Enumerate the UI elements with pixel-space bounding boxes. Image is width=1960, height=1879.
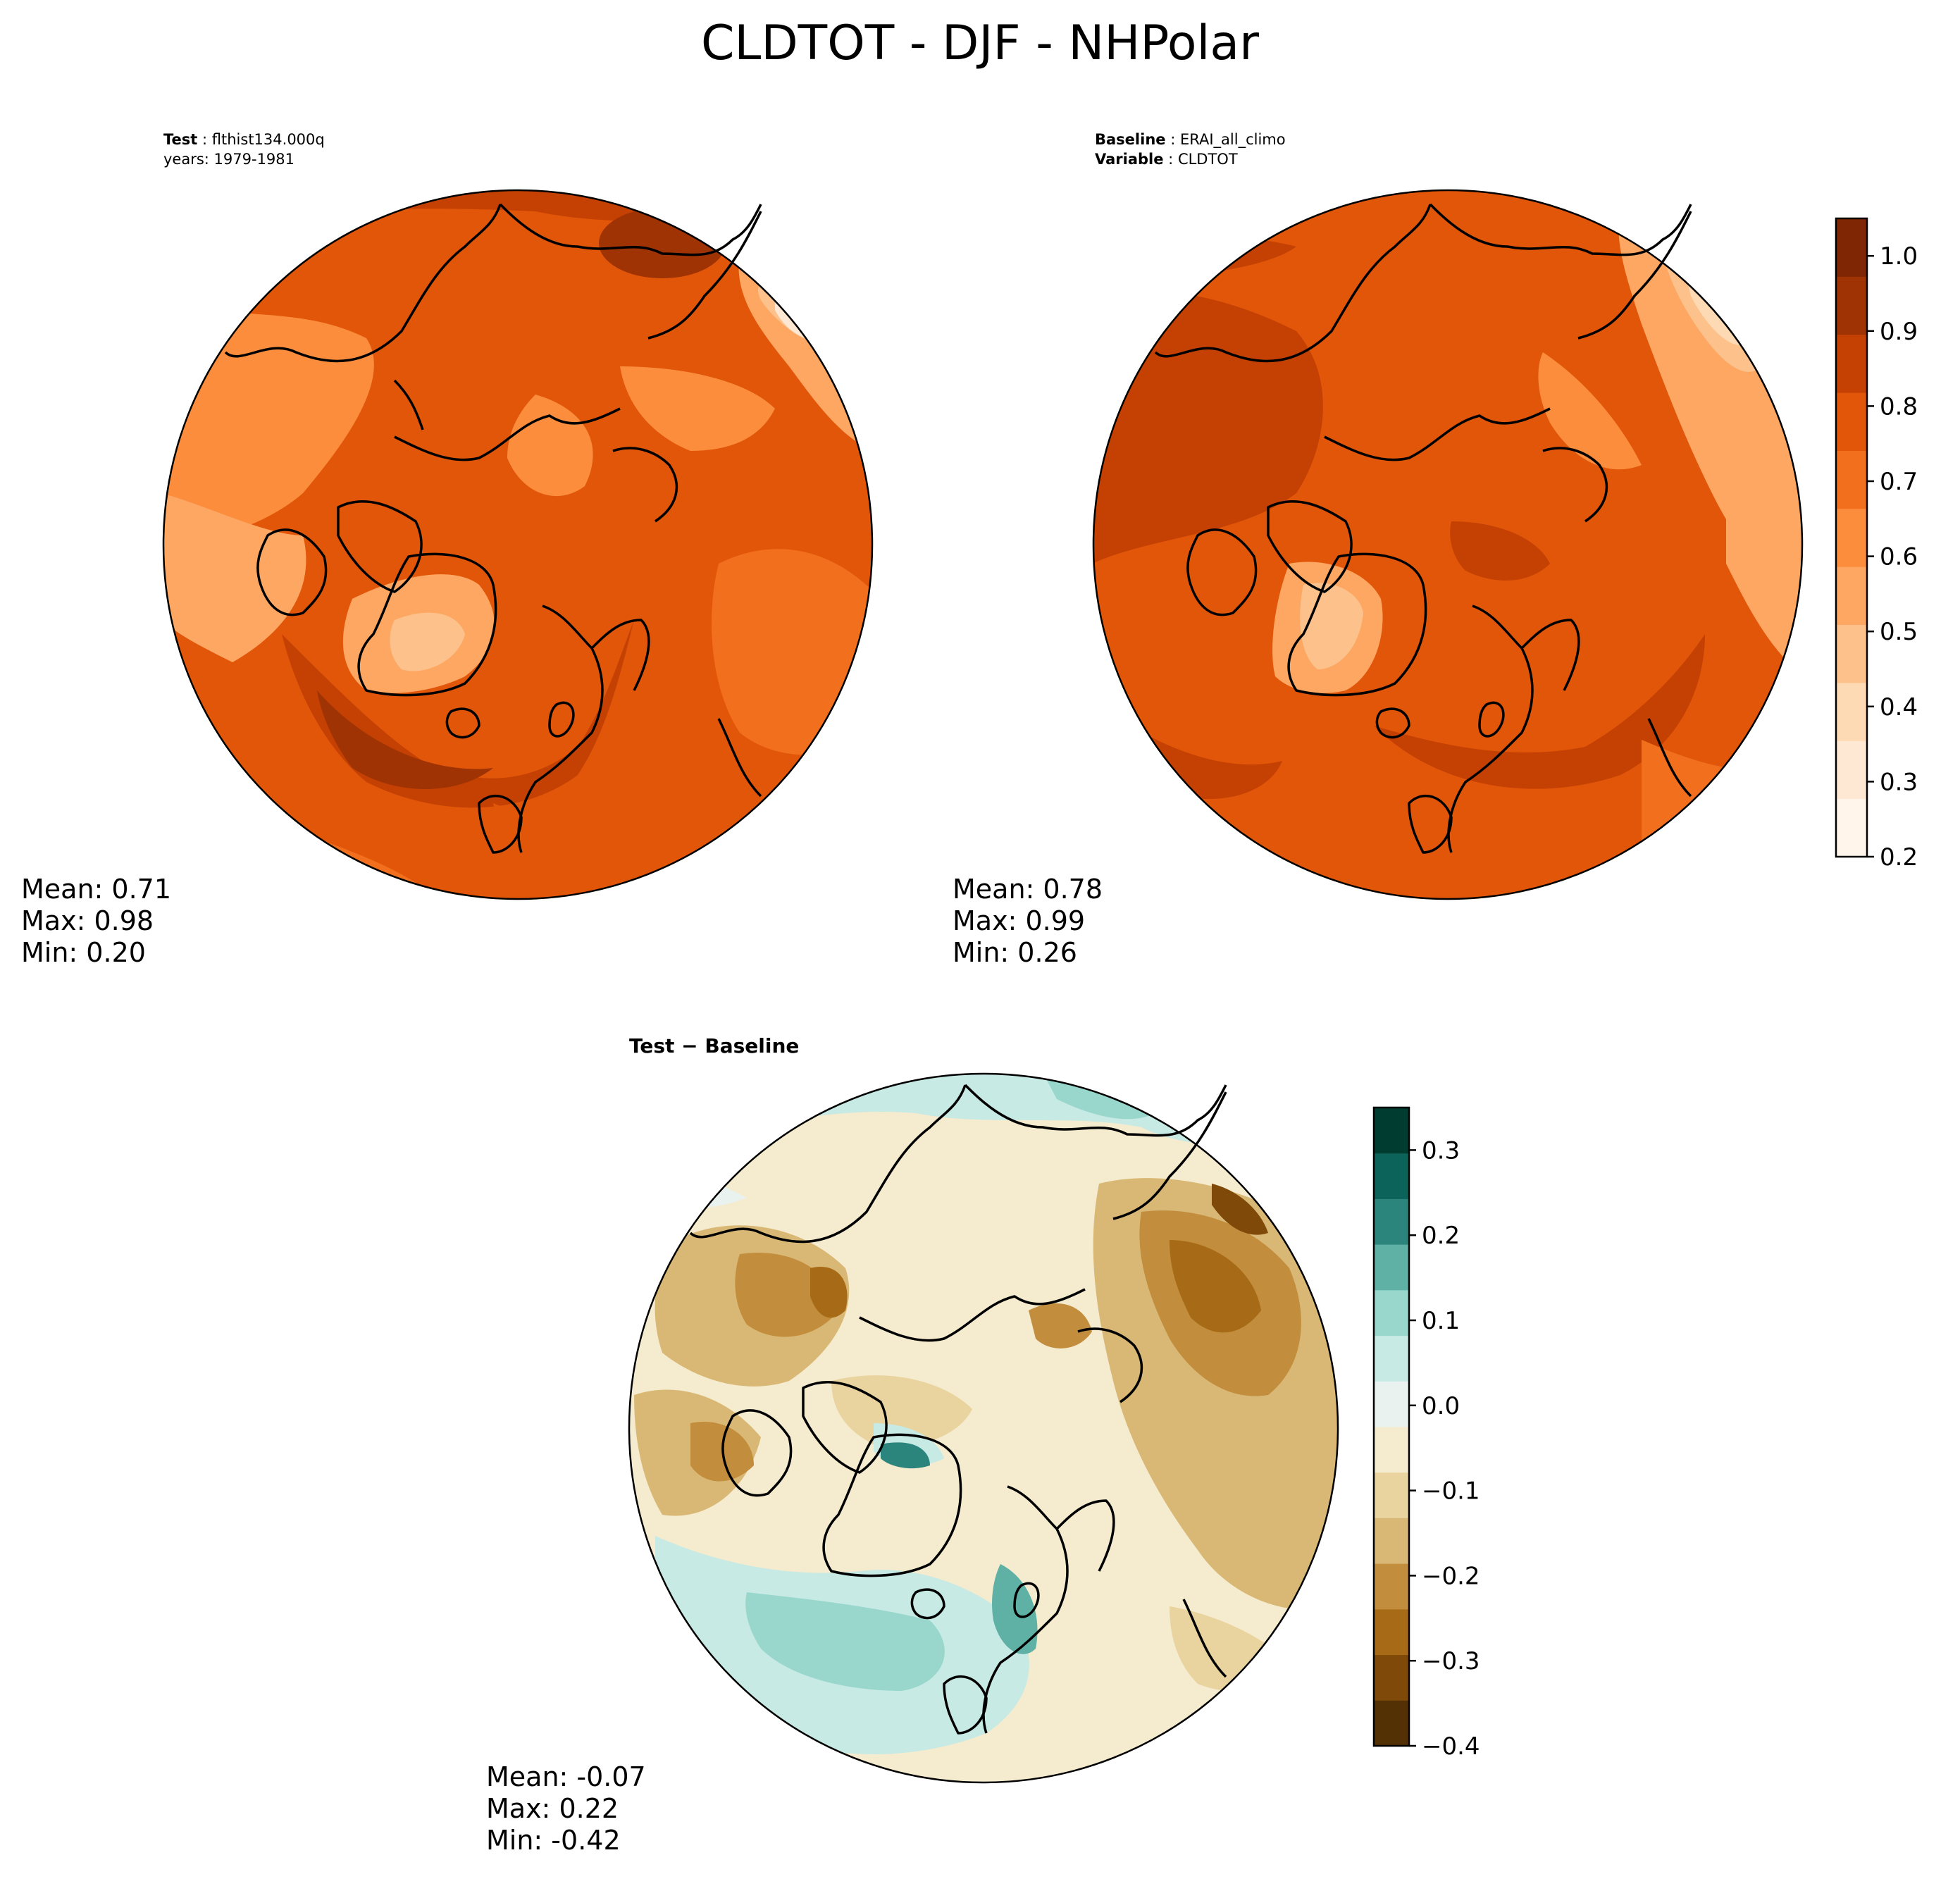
baseline-stat-max: Max: 0.99 xyxy=(953,905,1086,936)
baseline-map-field xyxy=(1093,190,1802,899)
baseline-variable: Variable : CLDTOT xyxy=(1095,151,1238,168)
baseline-label: Baseline : ERAI_all_climo xyxy=(1095,131,1286,148)
diff-map-field xyxy=(629,1074,1338,1782)
colorbar-main-tick-label: 0.9 xyxy=(1880,318,1918,346)
diff-coastlines xyxy=(689,1084,1227,1735)
colorbar-diff-frame xyxy=(1372,1106,1410,1747)
colorbar-main-frame xyxy=(1835,217,1868,858)
colorbar-diff-swatch xyxy=(1374,1654,1409,1701)
test-map-border xyxy=(162,189,874,900)
colorbar-diff-tick-label: −0.3 xyxy=(1422,1647,1480,1675)
test-stat-min: Min: 0.20 xyxy=(21,937,146,968)
colorbar-diff-tick-label: 0.2 xyxy=(1422,1222,1460,1250)
colorbar-diff-swatch xyxy=(1374,1198,1409,1245)
colorbar-main-tick-label: 0.3 xyxy=(1880,768,1918,796)
baseline-label-value: ERAI_all_climo xyxy=(1179,131,1286,148)
colorbar-diff-swatch xyxy=(1374,1153,1409,1199)
baseline-map-border xyxy=(1092,189,1804,900)
diff-map xyxy=(628,1072,1339,1784)
colorbar-main-tick-label: 0.6 xyxy=(1880,543,1918,571)
colorbar-diff-tick-label: 0.1 xyxy=(1422,1307,1460,1335)
colorbar-main-swatch xyxy=(1836,392,1867,451)
colorbar-main-tick-label: 0.4 xyxy=(1880,693,1918,721)
baseline-coastlines xyxy=(1154,203,1692,854)
colorbar-diff-tick-label: 0.0 xyxy=(1422,1392,1460,1420)
colorbar-main-swatch xyxy=(1836,624,1867,683)
test-map xyxy=(162,189,874,900)
baseline-map xyxy=(1092,189,1804,900)
figure-title: CLDTOT - DJF - NHPolar xyxy=(700,15,1260,71)
colorbar-diff-swatch xyxy=(1374,1335,1409,1382)
colorbar-main-swatch xyxy=(1836,218,1867,277)
baseline-variable-key: Variable xyxy=(1095,151,1164,168)
colorbar-diff-swatch xyxy=(1374,1244,1409,1291)
colorbar-main-swatch xyxy=(1836,508,1867,567)
colorbar-diff-tick-label: −0.2 xyxy=(1422,1562,1480,1590)
test-map-field xyxy=(163,190,872,899)
colorbar-main-swatch xyxy=(1836,740,1867,800)
colorbar-diff-swatch xyxy=(1374,1289,1409,1337)
colorbar-main-swatch xyxy=(1836,334,1867,393)
diff-title: Test − Baseline xyxy=(629,1034,800,1058)
baseline-label-key: Baseline xyxy=(1095,131,1166,148)
colorbar-diff-swatch xyxy=(1374,1427,1409,1473)
colorbar-diff-tick-label: 0.3 xyxy=(1422,1136,1460,1165)
test-stats: Mean: 0.71 Max: 0.98 Min: 0.20 xyxy=(21,874,171,969)
test-coastlines xyxy=(224,203,762,854)
colorbar-main-swatch xyxy=(1836,682,1867,741)
colorbar-main-swatch xyxy=(1836,566,1867,626)
test-label-key: Test xyxy=(163,131,198,148)
colorbar-main-tick-label: 0.7 xyxy=(1880,468,1918,496)
colorbar-main-tick-label: 0.8 xyxy=(1880,392,1918,421)
colorbar-main-swatch xyxy=(1836,276,1867,335)
colorbar-diff: −0.4 −0.3 −0.2 −0.1 0.0 0.1 0.2 0.3 xyxy=(1372,1106,1480,1761)
colorbar-main-swatch xyxy=(1836,798,1867,857)
colorbar-main-swatch xyxy=(1836,450,1867,509)
colorbar-main-tick-label: 0.2 xyxy=(1880,843,1918,872)
test-years: years: 1979-1981 xyxy=(163,151,295,168)
colorbar-diff-tick-label: −0.1 xyxy=(1422,1477,1480,1506)
colorbar-main: 0.2 0.3 0.4 0.5 0.6 0.7 0.8 0.9 1.0 xyxy=(1835,217,1918,872)
colorbar-diff-swatch xyxy=(1374,1700,1409,1747)
colorbar-diff-swatch xyxy=(1374,1108,1409,1154)
baseline-stat-min: Min: 0.26 xyxy=(953,937,1077,968)
test-label: Test : flthist134.000q xyxy=(163,131,325,148)
test-label-value: flthist134.000q xyxy=(211,131,325,148)
test-stat-max: Max: 0.98 xyxy=(21,905,154,936)
colorbar-main-tick-label: 0.5 xyxy=(1880,618,1918,646)
colorbar-diff-swatch xyxy=(1374,1472,1409,1518)
colorbar-diff-swatch xyxy=(1374,1608,1409,1656)
colorbar-diff-swatch xyxy=(1374,1563,1409,1610)
baseline-stat-mean: Mean: 0.78 xyxy=(953,874,1103,905)
diff-stat-min: Min: -0.42 xyxy=(486,1825,621,1856)
baseline-stats: Mean: 0.78 Max: 0.99 Min: 0.26 xyxy=(953,874,1103,969)
diff-stats: Mean: -0.07 Max: 0.22 Min: -0.42 xyxy=(486,1761,646,1856)
colorbar-diff-swatch xyxy=(1374,1381,1409,1427)
colorbar-diff-swatch xyxy=(1374,1518,1409,1564)
diff-map-border xyxy=(628,1072,1339,1784)
diff-stat-mean: Mean: -0.07 xyxy=(486,1761,646,1792)
baseline-variable-value: CLDTOT xyxy=(1177,151,1238,168)
diff-stat-max: Max: 0.22 xyxy=(486,1793,619,1824)
colorbar-diff-tick-label: −0.4 xyxy=(1422,1732,1480,1761)
colorbar-main-tick-label: 1.0 xyxy=(1880,242,1918,271)
test-stat-mean: Mean: 0.71 xyxy=(21,874,172,905)
